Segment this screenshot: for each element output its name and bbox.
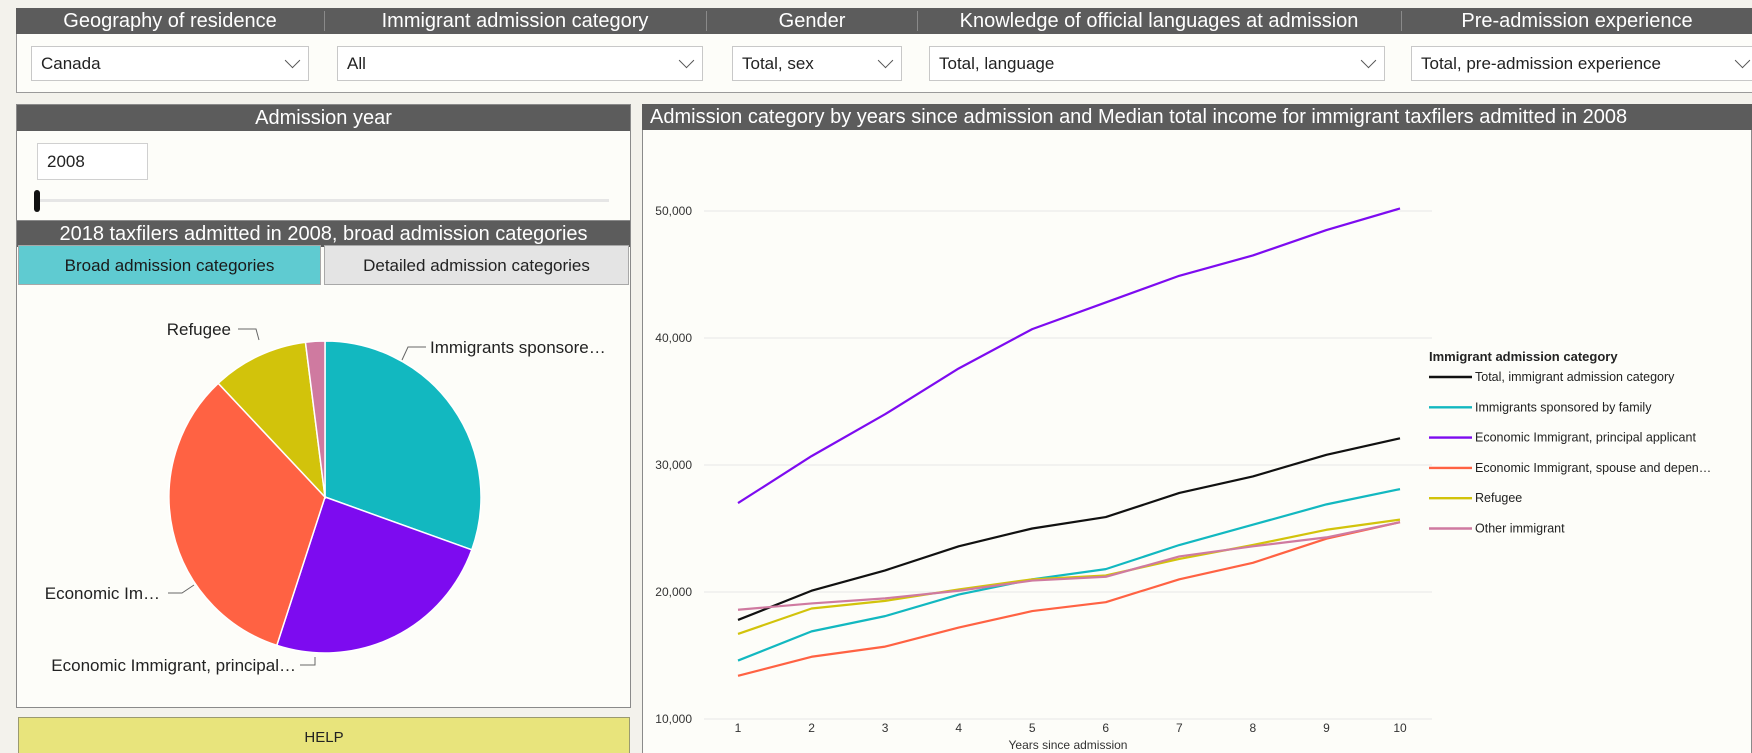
chevron-down-icon — [284, 52, 301, 69]
gender-dropdown[interactable]: Total, sex — [732, 46, 902, 81]
y-tick-label: 20,000 — [655, 585, 692, 599]
filter-separator — [1401, 11, 1402, 31]
pie-leader-line — [401, 346, 426, 361]
legend-entry[interactable]: Total, immigrant admission category — [1475, 370, 1675, 384]
language-dropdown[interactable]: Total, language — [929, 46, 1385, 81]
pie-label-spouse: Economic Im… — [45, 584, 160, 603]
legend-entry[interactable]: Refugee — [1475, 491, 1522, 505]
pie-leader-line — [300, 657, 316, 666]
series-line-4[interactable] — [737, 518, 1401, 635]
admission-year-title: Admission year — [17, 105, 630, 131]
y-tick-label: 40,000 — [655, 331, 692, 345]
x-tick-label: 8 — [1250, 721, 1257, 735]
x-axis-label: Years since admission — [1009, 738, 1128, 752]
x-tick-label: 2 — [808, 721, 815, 735]
filter-title-language: Knowledge of official languages at admis… — [959, 10, 1359, 32]
filter-title-pre-admission: Pre-admission experience — [1461, 10, 1693, 32]
line-chart: 10,000 20,000 30,000 40,000 50,000 1 2 3 4 5 6 7 8 9… — [655, 204, 1711, 752]
pie-slice-sponsored[interactable] — [324, 340, 482, 551]
legend-title: Immigrant admission category — [1429, 349, 1618, 364]
pre-admission-dropdown-value: Total, pre-admission experience — [1421, 54, 1662, 73]
series-line-0[interactable] — [737, 437, 1401, 621]
line-chart-title: Admission category by years since admiss… — [642, 104, 1752, 130]
filter-title-gender: Gender — [778, 10, 846, 32]
x-tick-label: 9 — [1323, 721, 1330, 735]
line-chart-panel — [642, 104, 1752, 753]
tab-broad-categories[interactable]: Broad admission categories — [18, 245, 321, 285]
admission-category-dropdown-value: All — [347, 54, 366, 73]
admission-year-input[interactable]: 2008 — [37, 143, 148, 180]
series-line-3[interactable] — [737, 521, 1401, 677]
legend-entry[interactable]: Economic Immigrant, principal applicant — [1475, 431, 1696, 445]
pie-label-refugee: Refugee — [167, 320, 231, 339]
x-tick-label: 7 — [1176, 721, 1183, 735]
y-tick-label: 30,000 — [655, 458, 692, 472]
pie-chart: Immigrants sponsore… Economic Immigrant,… — [45, 320, 606, 675]
x-tick-label: 5 — [1029, 721, 1036, 735]
legend-entry[interactable]: Other immigrant — [1475, 522, 1565, 536]
x-tick-label: 4 — [955, 721, 962, 735]
y-tick-label: 10,000 — [655, 712, 692, 726]
legend-entry[interactable]: Economic Immigrant, spouse and depen… — [1475, 461, 1711, 475]
help-button[interactable]: HELP — [18, 717, 630, 753]
filter-title-geography: Geography of residence — [63, 10, 277, 32]
pie-leader-line — [168, 584, 195, 594]
filter-separator — [324, 11, 325, 31]
geography-dropdown-value: Canada — [41, 54, 101, 73]
series-line-2[interactable] — [737, 207, 1401, 505]
legend-entry[interactable]: Immigrants sponsored by family — [1475, 400, 1652, 414]
chevron-down-icon — [678, 52, 695, 69]
admission-year-slider-track[interactable] — [37, 199, 609, 202]
filter-title-admission-category: Immigrant admission category — [381, 10, 649, 32]
admission-category-dropdown[interactable]: All — [337, 46, 703, 81]
x-tick-label: 1 — [735, 721, 742, 735]
geography-dropdown[interactable]: Canada — [31, 46, 309, 81]
x-tick-label: 3 — [882, 721, 889, 735]
admission-year-slider-handle[interactable] — [34, 190, 40, 212]
pie-slice-principal[interactable] — [275, 496, 473, 654]
x-tick-label: 6 — [1102, 721, 1109, 735]
series-line-5[interactable] — [737, 521, 1401, 611]
gender-dropdown-value: Total, sex — [742, 54, 814, 73]
filter-separator — [917, 11, 918, 31]
y-tick-label: 50,000 — [655, 204, 692, 218]
pie-leader-line — [238, 328, 260, 341]
pie-panel-title: 2018 taxfilers admitted in 2008, broad a… — [17, 221, 630, 247]
pie-slice-refugee[interactable] — [217, 341, 327, 500]
filter-separator — [706, 11, 707, 31]
chevron-down-icon — [1360, 52, 1377, 69]
chevron-down-icon — [1734, 52, 1751, 69]
pie-slice-other[interactable] — [304, 340, 326, 498]
x-tick-label: 10 — [1393, 721, 1407, 735]
pie-slice-spouse[interactable] — [168, 382, 326, 647]
language-dropdown-value: Total, language — [939, 54, 1055, 73]
filter-header-bar — [16, 8, 1752, 34]
pre-admission-dropdown[interactable]: Total, pre-admission experience — [1411, 46, 1752, 81]
series-line-1[interactable] — [737, 488, 1401, 662]
tab-detailed-categories[interactable]: Detailed admission categories — [324, 245, 629, 285]
pie-label-sponsored: Immigrants sponsore… — [430, 338, 606, 357]
chevron-down-icon — [877, 52, 894, 69]
pie-label-principal: Economic Immigrant, principal… — [51, 656, 296, 675]
